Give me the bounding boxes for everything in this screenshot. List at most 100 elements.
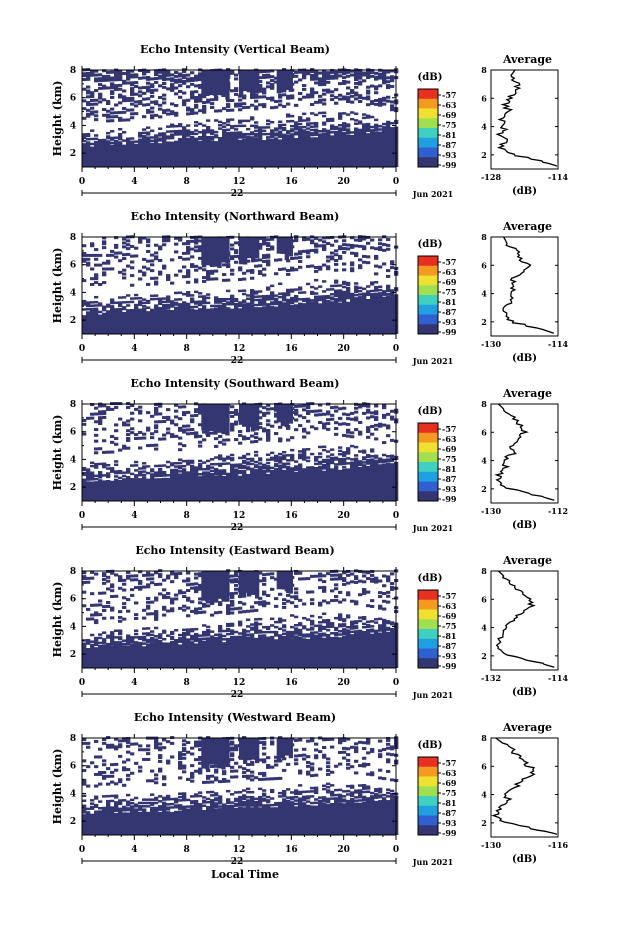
echo-cell [334, 577, 339, 581]
echo-cell [102, 795, 107, 798]
echo-cell [306, 133, 311, 137]
echo-cell [258, 272, 263, 276]
echo-low-layer [230, 474, 235, 501]
echo-cell [182, 132, 187, 136]
echo-cell [138, 801, 143, 805]
echo-cell [230, 453, 235, 457]
echo-cell [382, 423, 387, 427]
echo-cell [338, 416, 343, 420]
echo-cell [334, 409, 339, 413]
echo-cell [198, 464, 203, 468]
echo-cell [142, 308, 147, 311]
echo-cell [326, 410, 331, 414]
echo-cell [242, 437, 247, 441]
echo-cell [186, 463, 191, 466]
echo-cell [234, 746, 239, 750]
echo-cell [362, 245, 367, 249]
echo-cell [146, 244, 151, 248]
echo-cell [118, 629, 123, 632]
echo-cell [98, 79, 103, 83]
echo-low-layer [126, 476, 131, 501]
echo-cell [310, 409, 315, 413]
echo-cell [258, 132, 263, 136]
echo-low-layer [350, 465, 355, 501]
echo-cell [178, 255, 183, 259]
echo-cell [346, 247, 351, 251]
echo-cell [174, 415, 179, 419]
echo-cell [118, 778, 123, 782]
echo-cell [174, 80, 179, 84]
echo-cell [202, 780, 207, 784]
x-tick-label: 8 [184, 177, 190, 187]
echo-cell [390, 587, 395, 591]
echo-low-layer [118, 310, 123, 334]
echo-low-layer [330, 301, 335, 334]
echo-column [243, 404, 248, 426]
echo-cell [290, 625, 295, 629]
echo-cell [146, 70, 151, 74]
echo-cell [230, 458, 235, 462]
echo-cell [230, 131, 235, 135]
echo-cell [250, 302, 255, 305]
echo-cell [114, 470, 119, 473]
echo-cell [114, 636, 119, 639]
echo-cell [266, 132, 271, 136]
echo-cell [182, 739, 187, 743]
echo-cell [238, 131, 243, 134]
echo-cell [166, 276, 171, 280]
echo-cell [386, 124, 391, 127]
echo-cell [330, 406, 335, 410]
echo-cell [150, 276, 155, 280]
panel-5: Echo Intensity (Westward Beam)8642Height… [51, 711, 568, 881]
echo-cell [118, 637, 123, 641]
echo-cell [314, 427, 319, 431]
echo-column [247, 571, 252, 597]
echo-cell [98, 86, 103, 90]
echo-cell [142, 798, 147, 801]
echo-cell [170, 435, 175, 439]
echo-cell [182, 251, 187, 255]
echo-cell [146, 81, 151, 85]
echo-cell [82, 134, 87, 138]
echo-cell [198, 434, 203, 438]
echo-cell [194, 435, 199, 439]
echo-cell [354, 418, 359, 422]
echo-cell [190, 431, 195, 435]
echo-cell [366, 255, 371, 259]
echo-cell [162, 594, 167, 598]
echo-cell [278, 461, 283, 464]
echo-cell [158, 800, 163, 803]
echo-cell [346, 290, 351, 293]
echo-cell [130, 637, 135, 641]
echo-cell [286, 94, 291, 98]
echo-cell [210, 600, 215, 604]
echo-cell [166, 415, 171, 419]
echo-cell [194, 290, 199, 294]
echo-cell [158, 592, 163, 596]
echo-cell [190, 77, 195, 81]
echo-cell [342, 433, 347, 437]
echo-cell [302, 453, 307, 456]
echo-cell [250, 289, 255, 292]
echo-cell [210, 129, 215, 132]
echo-cell [154, 738, 159, 742]
echo-cell [202, 604, 207, 608]
echo-cell [242, 789, 247, 792]
echo-cell [242, 94, 247, 98]
echo-cell [142, 136, 147, 140]
x-tick-label: 0 [79, 511, 85, 521]
echo-cell [198, 611, 203, 615]
echo-cell [130, 593, 135, 597]
echo-cell [390, 121, 395, 125]
echo-cell [226, 627, 231, 631]
echo-cell [134, 632, 139, 636]
echo-low-layer [190, 139, 195, 167]
echo-cell [342, 243, 347, 247]
echo-cell [322, 412, 327, 416]
echo-cell [358, 122, 363, 125]
echo-cell [302, 74, 307, 78]
echo-cell [354, 620, 359, 623]
echo-cell [354, 72, 359, 76]
echo-cell [390, 582, 395, 586]
echo-cell [178, 138, 183, 141]
